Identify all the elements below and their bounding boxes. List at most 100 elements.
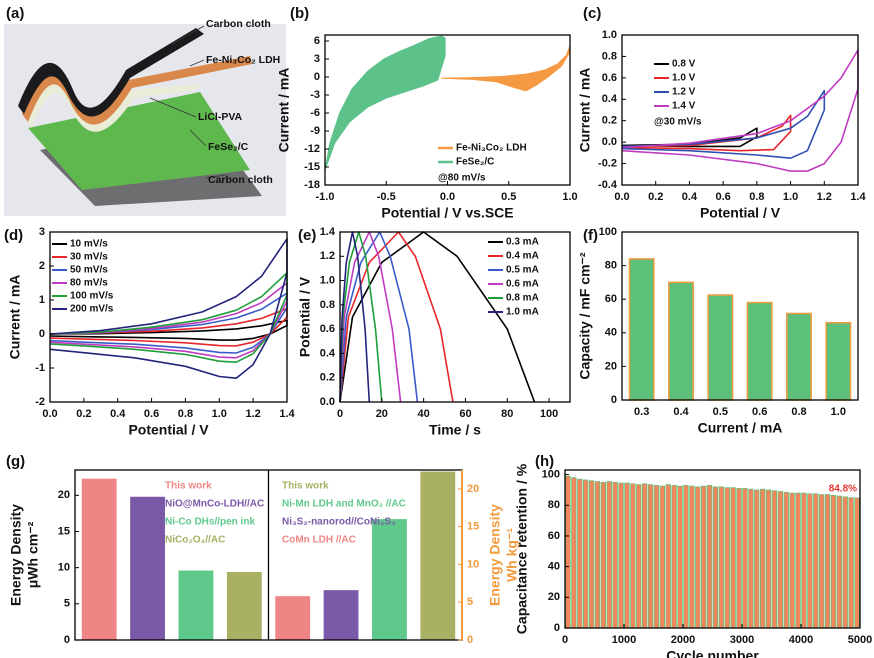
x-axis-title: Potential / V [700, 205, 781, 221]
y-tick-label: -18 [304, 179, 320, 191]
y-tick-label: 10 [467, 558, 479, 570]
bar [588, 480, 595, 629]
x-tick-label: 5000 [848, 634, 872, 646]
x-tick-label: 0.2 [76, 408, 91, 420]
y-tick-label: 0.2 [602, 115, 617, 127]
x-tick-label: 1.4 [850, 191, 866, 203]
bar [807, 493, 813, 629]
legend-label: Fe-Ni₃Co₂ LDH [456, 143, 527, 154]
y-tick-label: 60 [548, 530, 560, 542]
y-tick-label: -3 [310, 89, 320, 101]
bar [842, 496, 848, 629]
y-tick-label: 0.8 [320, 299, 335, 311]
legend-label: 200 mV/s [70, 304, 114, 315]
y-axis-title: Current / mA [276, 68, 292, 153]
y-tick-label: 0 [314, 71, 320, 83]
x-tick-label: 0.5 [713, 406, 728, 418]
leader-line [149, 97, 197, 118]
x-tick-label: 20 [376, 408, 388, 420]
curve [49, 282, 288, 359]
leader-line [189, 129, 207, 147]
curve [49, 292, 288, 354]
plot-frame [339, 231, 571, 403]
x-tick-label: 0.4 [682, 191, 698, 203]
x-axis-title: Cycle number [666, 648, 759, 658]
x-tick-label: 1000 [612, 634, 636, 646]
legend-label: 1.4 V [672, 101, 696, 112]
y-axis-title: Energy Density [487, 504, 503, 606]
y-tick-label: 80 [548, 499, 560, 511]
legend-label: FeSe₂/C [456, 157, 494, 168]
x-tick-label: 0.4 [673, 406, 689, 418]
y-tick-label: 1.2 [320, 250, 335, 262]
y-tick-label: 0.2 [320, 372, 335, 384]
bar [582, 479, 589, 629]
y-tick-label: 0 [64, 634, 70, 646]
y-tick-label: 100 [599, 226, 617, 238]
y-tick-label: 15 [467, 521, 479, 533]
x-tick-label: 0.3 [634, 406, 649, 418]
bar [571, 477, 577, 629]
legend-label: This work [282, 481, 329, 492]
legend-label: 1.0 V [672, 73, 696, 84]
schematic-label: LiCl-PVA [198, 111, 243, 123]
y-tick-label: 0.6 [320, 323, 335, 335]
y-tick-label: -9 [310, 125, 320, 137]
schematic-label: Carbon cloth [208, 174, 273, 186]
x-tick-label: 0.8 [178, 408, 193, 420]
bar [665, 484, 671, 629]
y-tick-label: 1.0 [320, 274, 335, 286]
x-tick-label: 0 [337, 408, 343, 420]
curve [49, 319, 288, 341]
bar [618, 482, 624, 629]
legend-label: 0.5 mA [506, 265, 539, 276]
x-axis-title: Current / mA [698, 420, 783, 436]
x-tick-label: 0.4 [110, 408, 126, 420]
bar [765, 489, 772, 629]
y-tick-label: 1.4 [320, 226, 336, 238]
legend-label: Ni₃S₂-nanorod//CoNi₂S₄ [282, 517, 396, 528]
bar [671, 484, 677, 629]
bar [830, 494, 837, 629]
bar [630, 483, 636, 629]
legend-label: Ni-Mn LDH and MnO₂ //AC [282, 499, 406, 510]
x-tick-label: 4000 [789, 634, 813, 646]
x-tick-label: -0.5 [377, 191, 396, 203]
legend-label: NiO@MnCo-LDH//AC [165, 499, 264, 510]
bar [594, 481, 601, 629]
y-tick-label: 0 [611, 394, 617, 406]
y-tick-label: 15 [58, 525, 70, 537]
legend-label: 80 mV/s [70, 278, 108, 289]
panel-label: (c) [583, 5, 601, 22]
x-axis-title: Potential / V vs.SCE [381, 205, 513, 221]
y-tick-label: 0.4 [320, 347, 336, 359]
x-tick-label: 1.2 [817, 191, 832, 203]
bar [689, 485, 695, 629]
y-axis-title: Capacity / mF cm⁻² [577, 252, 593, 380]
y-axis-title: Current / mA [7, 275, 23, 360]
legend-label: 10 mV/s [70, 239, 108, 250]
x-tick-label: 0 [562, 634, 568, 646]
legend-label: 1.2 V [672, 87, 696, 98]
y-tick-label: -0.4 [598, 179, 618, 191]
y-tick-label: 0.0 [320, 396, 335, 408]
x-tick-label: 80 [501, 408, 513, 420]
y-tick-label: 0 [554, 622, 560, 634]
plot-frame [621, 34, 859, 186]
panel-label: (f) [583, 227, 598, 244]
plot-frame [621, 231, 859, 401]
bar [824, 494, 831, 629]
legend-label: 0.3 mA [506, 237, 539, 248]
leader-line [171, 25, 205, 45]
bar [818, 494, 825, 629]
bar [624, 482, 630, 629]
bar [420, 471, 456, 640]
y-tick-label: 0.0 [602, 136, 617, 148]
x-axis-title: Time / s [429, 422, 481, 438]
x-tick-label: 0.6 [752, 406, 767, 418]
legend-label: 0.8 mA [506, 293, 539, 304]
curve [621, 49, 859, 172]
bar [628, 258, 655, 401]
y-axis-title: μWh cm⁻² [25, 521, 41, 588]
